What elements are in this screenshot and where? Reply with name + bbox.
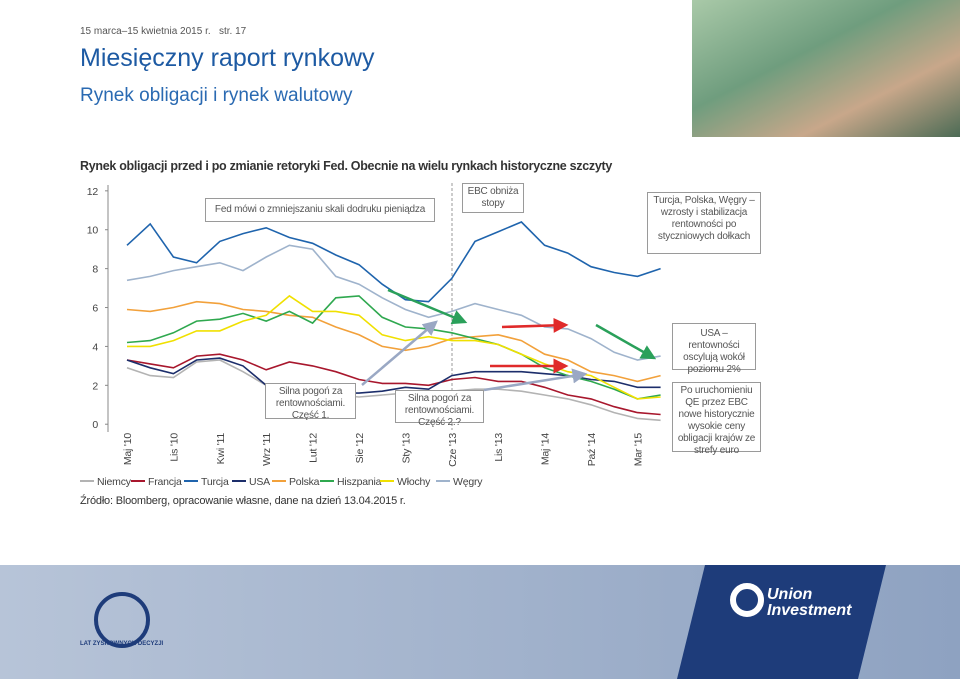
annotation: Fed mówi o zmniejszaniu skali dodruku pi… <box>205 198 435 222</box>
y-tick-label: 6 <box>92 303 98 315</box>
x-tick-label: Lis '13 <box>493 433 505 462</box>
x-tick-label: Sty '13 <box>400 433 412 464</box>
annotation: EBC obniża stopy <box>462 183 524 213</box>
arrow <box>361 320 438 386</box>
x-tick-label: Paź '14 <box>586 433 598 467</box>
chart-title: Rynek obligacji przed i po zmianie retor… <box>80 159 612 173</box>
date: 15 marca–15 kwietnia 2015 r. <box>80 26 211 37</box>
x-tick-label: Wrz '11 <box>261 433 273 466</box>
brand-icon <box>730 583 764 617</box>
arrow <box>501 317 569 333</box>
brand-panel <box>677 565 886 679</box>
x-tick-label: Maj '10 <box>122 433 134 465</box>
banknote-photo <box>692 0 960 137</box>
legend-label: Hiszpania <box>337 476 382 488</box>
x-tick-label: Mar '15 <box>632 433 644 467</box>
legend-label: Francja <box>148 476 182 488</box>
x-tick-label: Maj '14 <box>540 433 552 465</box>
x-tick-label: Sie '12 <box>354 433 366 464</box>
y-tick-label: 0 <box>92 419 98 431</box>
header-date: 15 marca–15 kwietnia 2015 r. str. 17 <box>80 26 246 37</box>
anniversary-icon <box>94 592 150 648</box>
legend-label: Niemcy <box>97 476 132 488</box>
annotation: Silna pogoń za rentownościami. Część 1. <box>265 383 356 421</box>
x-tick-label: Cze '13 <box>447 433 459 467</box>
page-number: str. 17 <box>218 26 247 37</box>
x-tick-label: Lut '12 <box>308 433 320 463</box>
series-line <box>126 221 661 303</box>
series-line <box>126 244 661 361</box>
y-tick-label: 2 <box>92 380 98 392</box>
annotation: Turcja, Polska, Węgry – wzrosty i stabil… <box>647 192 761 254</box>
brand-name: Union Investment <box>767 587 851 619</box>
series-line <box>126 359 661 422</box>
brand-line: Investment <box>767 602 852 619</box>
anniversary-text: LAT ZYSKOWNYCH DECYZJI <box>80 641 164 647</box>
y-tick-label: 8 <box>92 264 98 276</box>
x-tick-label: Kwi '11 <box>215 433 227 465</box>
arrow <box>595 323 657 360</box>
arrow <box>483 368 588 392</box>
legend-label: Turcja <box>201 476 229 488</box>
y-tick-label: 10 <box>87 225 99 237</box>
legend-label: USA <box>249 476 270 488</box>
annotation: USA – rentowności oscylują wokół poziomu… <box>672 323 756 375</box>
legend-label: Włochy <box>397 476 431 488</box>
y-tick-label: 4 <box>92 341 98 353</box>
x-tick-label: Lis '10 <box>168 433 180 462</box>
brand-line: Union <box>767 586 813 603</box>
legend-label: Węgry <box>453 476 483 488</box>
legend-label: Polska <box>289 476 320 488</box>
annotation: Po uruchomieniu QE przez EBC nowe histor… <box>672 382 761 456</box>
arrow <box>387 288 468 325</box>
annotation: Silna pogoń za rentownościami. Część 2.? <box>395 390 484 428</box>
subtitle: Rynek obligacji i rynek walutowy <box>80 85 353 106</box>
y-tick-label: 12 <box>87 186 99 198</box>
series-line <box>126 300 661 383</box>
series-line <box>126 353 661 416</box>
source: Źródło: Bloomberg, opracowanie własne, d… <box>80 495 406 507</box>
title: Miesięczny raport rynkowy <box>80 44 375 72</box>
